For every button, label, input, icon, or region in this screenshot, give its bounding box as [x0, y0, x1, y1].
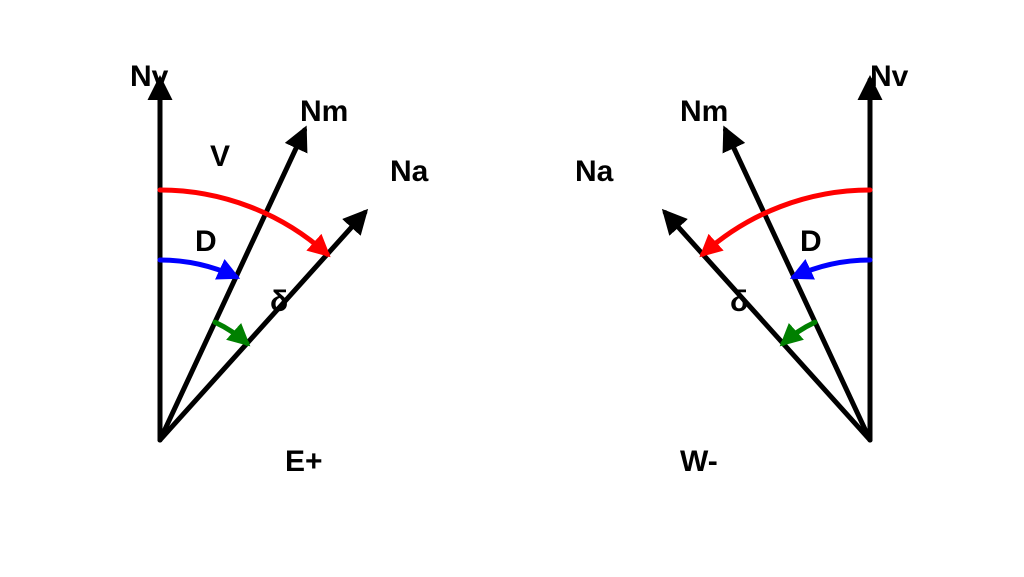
- left-nm-label: Nm: [300, 95, 348, 129]
- left-nv-label: Nv: [130, 60, 168, 94]
- left-v-arc: [160, 190, 327, 254]
- right-na-arrow: [665, 213, 870, 440]
- right-na-label: Na: [575, 155, 613, 189]
- left-delta-arc: [215, 322, 247, 343]
- right-v-arc: [703, 190, 870, 254]
- right-nm-label: Nm: [680, 95, 728, 129]
- right-d-arc: [794, 260, 870, 277]
- left-sign-label: E+: [285, 445, 323, 479]
- right-delta-arc: [783, 322, 815, 343]
- left-delta-label: δ: [270, 285, 288, 319]
- left-na-label: Na: [390, 155, 428, 189]
- right-nv-label: Nv: [870, 60, 908, 94]
- right-d-label: D: [800, 225, 822, 259]
- right-sign-label: W-: [680, 445, 718, 479]
- diagram-canvas: Nv Nm Na V D δ E+ Nv Nm Na D δ W-: [0, 0, 1024, 577]
- left-d-label: D: [195, 225, 217, 259]
- left-d-arc: [160, 260, 236, 277]
- left-na-arrow: [160, 213, 365, 440]
- right-delta-label: δ: [730, 285, 748, 319]
- left-v-label: V: [210, 140, 230, 174]
